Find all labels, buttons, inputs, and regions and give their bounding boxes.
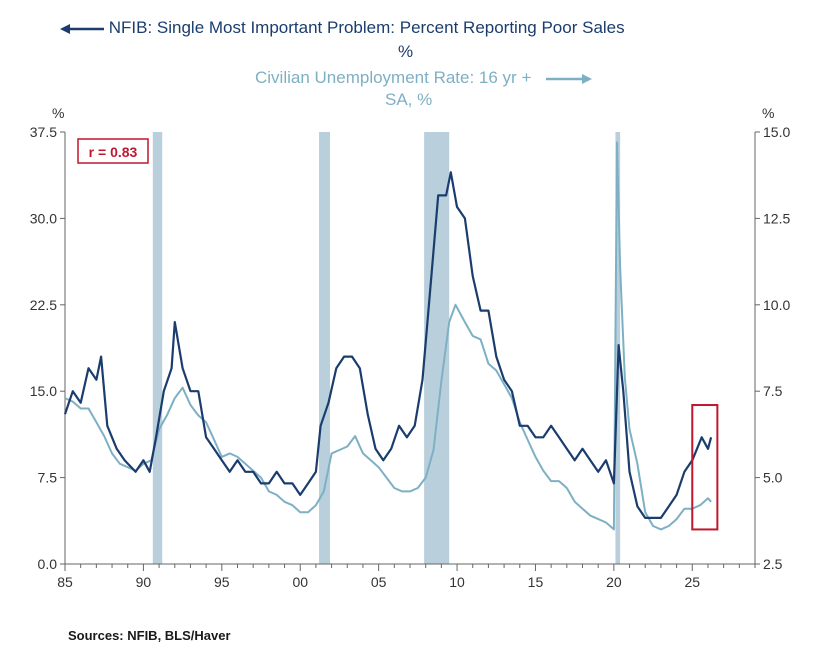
x-axis-tick-label: 05 xyxy=(371,574,387,590)
axis-ticks: 0.0 7.5 15.0 22.5 30.0 37.5 2.5 5.0 7.5 10.0 12.5 1… xyxy=(30,124,791,590)
legend-right-series: Civilian Unemployment Rate: 16 yr + xyxy=(255,68,593,88)
poor-sales-line xyxy=(63,171,713,520)
x-axis-tick-label: 95 xyxy=(214,574,230,590)
annotation-text: r = 0.83 xyxy=(89,144,138,160)
x-axis-tick-label: 85 xyxy=(57,574,73,590)
recession-bands xyxy=(152,132,621,564)
left-axis-tick-label: 7.5 xyxy=(38,470,58,486)
left-axis-tick-label: 22.5 xyxy=(30,297,57,313)
x-axis-tick-label: 90 xyxy=(136,574,152,590)
right-axis-tick-label: 15.0 xyxy=(763,124,790,140)
left-axis-tick-label: 37.5 xyxy=(30,124,57,140)
left-axis-unit: % xyxy=(52,105,64,121)
left-axis-tick-label: 0.0 xyxy=(38,556,58,572)
right-axis-tick-label: 10.0 xyxy=(763,297,790,313)
legend-right-series-unit: SA, % xyxy=(385,90,433,109)
recession-band xyxy=(319,132,331,564)
source-note: Sources: NFIB, BLS/Haver xyxy=(68,628,231,643)
x-axis-tick-label: 00 xyxy=(292,574,308,590)
right-axis-tick-label: 7.5 xyxy=(763,383,783,399)
correlation-annotation: r = 0.83 xyxy=(77,138,149,164)
x-axis-tick-label: 15 xyxy=(528,574,544,590)
chart: 0.0 7.5 15.0 22.5 30.0 37.5 2.5 5.0 7.5 10.0 12.5 1… xyxy=(30,105,791,590)
legend-left-series-label: NFIB: Single Most Important Problem: Per… xyxy=(108,18,625,37)
right-axis-tick-label: 12.5 xyxy=(763,210,790,226)
right-axis-unit: % xyxy=(762,105,774,121)
right-axis-tick-label: 2.5 xyxy=(763,556,783,572)
right-axis-tick-label: 5.0 xyxy=(763,470,783,486)
x-axis-tick-label: 25 xyxy=(684,574,700,590)
series-lines xyxy=(63,141,713,531)
left-arrow-icon xyxy=(60,23,104,34)
recession-band xyxy=(152,132,163,564)
right-arrow-icon xyxy=(546,73,593,84)
legend-right-series-label: Civilian Unemployment Rate: 16 yr + xyxy=(255,68,532,87)
x-axis-tick-label: 20 xyxy=(606,574,622,590)
highlight-box xyxy=(691,404,719,531)
unemployment-line xyxy=(64,141,712,531)
legend-left-series-unit: % xyxy=(398,42,414,61)
left-axis-tick-label: 30.0 xyxy=(30,210,57,226)
x-axis-tick-label: 10 xyxy=(449,574,465,590)
legend-left-series: NFIB: Single Most Important Problem: Per… xyxy=(60,18,625,38)
left-axis-tick-label: 15.0 xyxy=(30,383,57,399)
annotation-box xyxy=(77,138,149,164)
